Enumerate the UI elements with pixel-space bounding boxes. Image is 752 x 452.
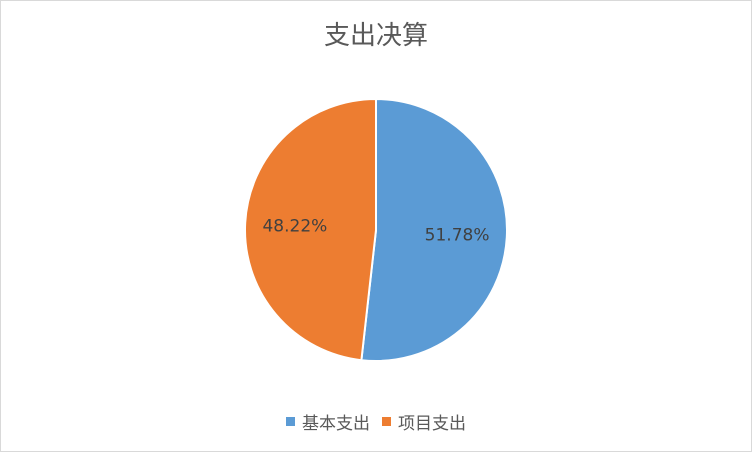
legend: 基本支出 项目支出: [1, 409, 751, 434]
legend-label-0: 基本支出: [302, 414, 370, 434]
data-label-0: 51.78%: [425, 226, 490, 246]
legend-swatch-1: [382, 417, 391, 426]
pie-slice-0: [360, 97, 508, 362]
legend-item-1: 项目支出: [382, 409, 466, 434]
legend-item-0: 基本支出: [286, 409, 370, 434]
chart-title: 支出决算: [323, 21, 428, 51]
legend-swatch-0: [286, 417, 295, 426]
legend-label-1: 项目支出: [398, 414, 466, 434]
pie-slice-1: [244, 97, 377, 362]
data-label-1: 48.22%: [262, 216, 327, 236]
